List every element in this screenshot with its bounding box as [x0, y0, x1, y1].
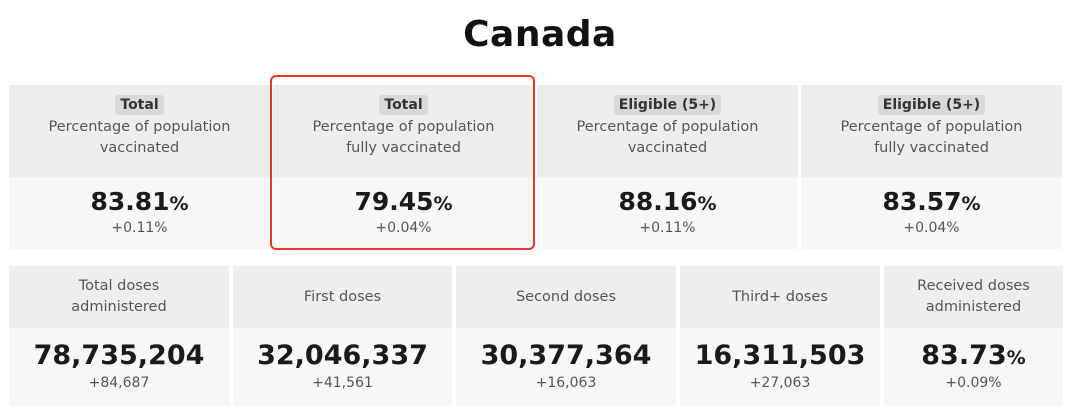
pct-card-body: 79.45% +0.04% — [273, 177, 534, 249]
pct-card-eligible-vaccinated: Eligible (5+) Percentage of population v… — [537, 85, 798, 249]
pct-card-body: 88.16% +0.11% — [537, 177, 798, 249]
category-tag: Total — [115, 95, 164, 115]
desc-line-2: fully vaccinated — [874, 140, 989, 156]
pct-card-header: Total Percentage of population fully vac… — [273, 85, 534, 177]
pct-card-total-vaccinated: Total Percentage of population vaccinate… — [9, 85, 270, 249]
dose-card-body: 83.73% +0.09% — [884, 328, 1063, 406]
dose-card-third-doses: Third+ doses 16,311,503 +27,063 — [680, 266, 880, 406]
pct-card-body: 83.81% +0.11% — [9, 177, 270, 249]
dose-card-body: 32,046,337 +41,561 — [233, 328, 452, 406]
dose-value: 78,735,204 — [33, 340, 205, 371]
dose-card-body: 16,311,503 +27,063 — [680, 328, 880, 406]
pct-card-total-fully-vaccinated: Total Percentage of population fully vac… — [273, 85, 534, 249]
desc-line-2: vaccinated — [99, 140, 180, 156]
metric-delta: +0.04% — [375, 220, 432, 236]
metric-description: Percentage of population fully vaccinate… — [801, 117, 1062, 159]
dose-label-line-1: Total doses — [78, 278, 160, 294]
desc-line-1: Percentage of population — [48, 119, 231, 135]
metric-description: Percentage of population vaccinated — [537, 117, 798, 159]
pct-card-body: 83.57% +0.04% — [801, 177, 1062, 249]
desc-line-2: vaccinated — [627, 140, 708, 156]
pct-card-header: Total Percentage of population vaccinate… — [9, 85, 270, 177]
dose-card-total-administered: Total doses administered 78,735,204 +84,6… — [9, 266, 229, 406]
metric-delta: +0.11% — [639, 220, 696, 236]
metric-value: 88.16% — [618, 187, 717, 216]
dose-card-body: 78,735,204 +84,687 — [9, 328, 229, 406]
dose-delta: +41,561 — [312, 375, 373, 391]
dose-card-first-doses: First doses 32,046,337 +41,561 — [233, 266, 452, 406]
dose-label-line-2: administered — [71, 299, 167, 315]
metric-description: Percentage of population vaccinated — [9, 117, 270, 159]
pct-card-eligible-fully-vaccinated: Eligible (5+) Percentage of population f… — [801, 85, 1062, 249]
dose-card-body: 30,377,364 +16,063 — [456, 328, 676, 406]
dose-card-header: Received doses administered — [884, 266, 1063, 328]
metric-value: 83.57% — [882, 187, 981, 216]
desc-line-1: Percentage of population — [576, 119, 759, 135]
dose-delta: +16,063 — [535, 375, 597, 391]
desc-line-1: Percentage of population — [312, 119, 495, 135]
dose-card-header: First doses — [233, 266, 452, 328]
metric-delta: +0.04% — [903, 220, 960, 236]
dose-card-header: Total doses administered — [9, 266, 229, 328]
dose-delta: +0.09% — [945, 375, 1002, 391]
pct-card-header: Eligible (5+) Percentage of population f… — [801, 85, 1062, 177]
dose-card-received-administered: Received doses administered 83.73% +0.09% — [884, 266, 1063, 406]
desc-line-2: fully vaccinated — [346, 140, 461, 156]
dose-label-line-1: Received doses — [917, 278, 1030, 294]
dose-label-line-1: Second doses — [515, 288, 617, 305]
metric-delta: +0.11% — [111, 220, 168, 236]
dose-label-line-2: administered — [925, 299, 1022, 315]
page-title: Canada — [463, 14, 617, 55]
dose-delta: +84,687 — [88, 375, 150, 391]
dose-label-line-1: First doses — [303, 288, 382, 305]
category-tag: Eligible (5+) — [613, 95, 722, 115]
dose-value: 16,311,503 — [694, 340, 866, 371]
desc-line-1: Percentage of population — [840, 119, 1023, 135]
metric-description: Percentage of population fully vaccinate… — [273, 117, 534, 159]
pct-card-header: Eligible (5+) Percentage of population v… — [537, 85, 798, 177]
category-tag: Total — [379, 95, 428, 115]
dose-delta: +27,063 — [749, 375, 811, 391]
dose-value: 30,377,364 — [480, 340, 652, 371]
dose-card-header: Third+ doses — [680, 266, 880, 328]
category-tag: Eligible (5+) — [877, 95, 986, 115]
dose-label-line-1: Third+ doses — [732, 288, 828, 305]
metric-value: 83.81% — [90, 187, 189, 216]
dose-value: 32,046,337 — [257, 340, 428, 371]
dose-card-second-doses: Second doses 30,377,364 +16,063 — [456, 266, 676, 406]
metric-value: 79.45% — [354, 187, 453, 216]
dose-card-header: Second doses — [456, 266, 676, 328]
dose-value: 83.73% — [921, 340, 1026, 371]
